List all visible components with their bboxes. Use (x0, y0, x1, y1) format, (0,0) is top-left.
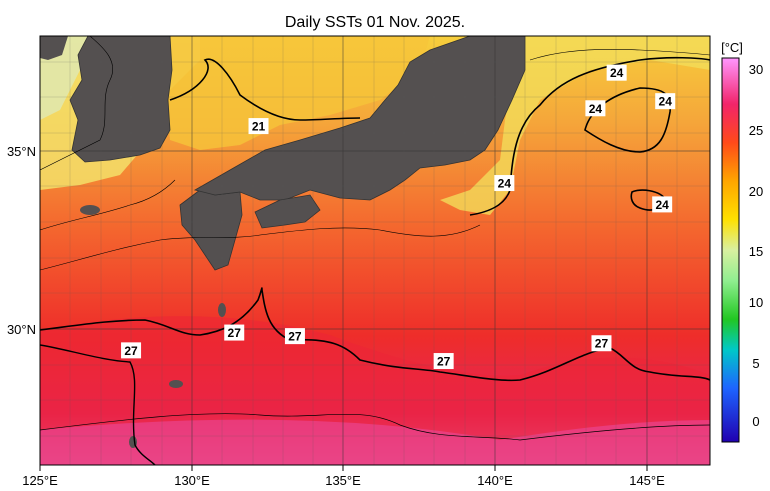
colorbar-unit: [°C] (721, 40, 743, 55)
isotherm-24 (469, 56, 710, 216)
isotherm-21 (169, 58, 361, 121)
contour-label-box (494, 175, 515, 192)
contour-labels: 24 24 24 24 24 21 27 27 27 27 27 (121, 64, 676, 370)
land-jeju (80, 205, 100, 215)
cool-water-east (440, 36, 710, 215)
colorbar-tick: 15 (749, 244, 763, 259)
x-tick-label: 130°E (174, 473, 210, 488)
colorbar-tick: 0 (752, 414, 759, 429)
contour-label: 27 (595, 337, 609, 351)
colorbar-tick: 25 (749, 123, 763, 138)
land-china (40, 36, 68, 60)
isotherm-24-eddy (584, 87, 672, 153)
colorbar-tick: 10 (749, 295, 763, 310)
contour-label-box (606, 64, 627, 81)
x-tick-label: 125°E (22, 473, 58, 488)
x-tick-label: 135°E (325, 473, 361, 488)
colorbar-scale (721, 57, 740, 443)
y-axis: 35°N 30°N (7, 144, 36, 337)
map-title: Daily SSTs 01 Nov. 2025. (284, 14, 466, 31)
contour-label: 27 (288, 330, 302, 344)
colorbar-tick: 5 (752, 356, 759, 371)
colorbar: [°C] 30 25 20 15 10 5 0 (721, 40, 763, 443)
contour-label: 21 (252, 120, 266, 134)
x-tick-label: 140°E (477, 473, 513, 488)
graticule (40, 36, 710, 465)
x-tick-label: 145°E (629, 473, 665, 488)
contour-label: 24 (498, 177, 512, 191)
isotherm-26 (40, 224, 481, 271)
warmest-water (40, 419, 710, 465)
land-tanegashima (218, 303, 226, 317)
colorbar-tick: 30 (749, 62, 763, 77)
x-axis: 125°E 130°E 135°E 140°E 145°E (22, 465, 665, 488)
contour-label-box (224, 324, 245, 341)
isotherm-20 (40, 36, 113, 171)
y-tick-label: 35°N (7, 144, 36, 159)
contour-label-box (652, 196, 673, 213)
contour-label: 24 (659, 95, 673, 109)
contour-label-box (591, 335, 612, 352)
minor-graticule (40, 36, 710, 465)
contour-label-box (433, 353, 454, 370)
isotherm-27-west (40, 344, 156, 465)
land-amami (169, 380, 183, 388)
contour-label-box (248, 118, 269, 135)
isotherm-23 (529, 49, 710, 61)
colorbar-tick: 20 (749, 184, 763, 199)
contour-label: 27 (228, 326, 242, 340)
contour-label-box (121, 342, 142, 359)
isotherm-28 (40, 413, 710, 441)
contour-label-box (585, 100, 606, 117)
contour-label-box (284, 328, 305, 345)
contour-label-box (655, 93, 676, 110)
land-honshu (193, 36, 526, 201)
sea-of-japan (165, 36, 430, 150)
contour-label: 24 (655, 198, 669, 212)
contour-label: 27 (437, 355, 451, 369)
map-frame (39, 35, 711, 466)
land-korea (69, 36, 173, 163)
contour-label: 24 (610, 66, 624, 80)
contour-label: 27 (124, 344, 138, 358)
contour-label: 24 (589, 102, 603, 116)
isotherms (40, 36, 710, 465)
isotherm-25 (40, 179, 176, 231)
y-tick-label: 30°N (7, 322, 36, 337)
land-shikoku (254, 194, 321, 229)
